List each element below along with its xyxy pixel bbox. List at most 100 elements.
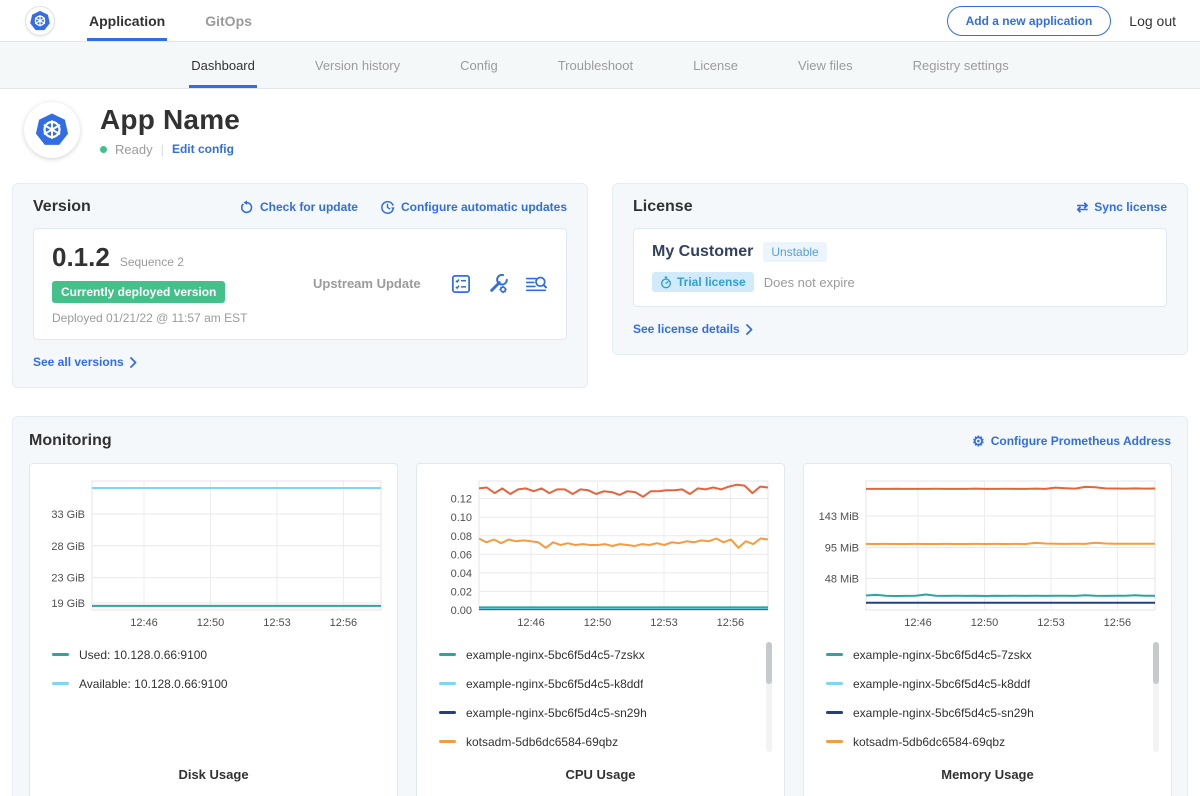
legend-scrollbar-track [1153, 642, 1159, 752]
license-type-badge: Trial license [652, 272, 754, 292]
monitoring-card: Monitoring ⚙ Configure Prometheus Addres… [12, 416, 1188, 796]
svg-text:28 GiB: 28 GiB [51, 541, 85, 553]
app-avatar [24, 102, 80, 158]
tab-config[interactable]: Config [460, 57, 498, 73]
tab-version-history[interactable]: Version history [314, 57, 401, 73]
legend-scrollbar-thumb[interactable] [1153, 642, 1159, 684]
check-for-update-link[interactable]: Check for update [239, 199, 358, 215]
svg-text:19 GiB: 19 GiB [51, 598, 85, 610]
legend-color-dash [439, 740, 456, 743]
sync-license-label: Sync license [1094, 200, 1167, 214]
svg-text:48 MiB: 48 MiB [825, 573, 859, 585]
topnav-items: Application GitOps [87, 0, 290, 41]
stopwatch-icon [660, 275, 672, 288]
memory-usage-chart: 12:46 12:50 12:53 12:56 48 MiB 95 MiB 143 MiB [819, 480, 1156, 629]
tab-dashboard[interactable]: Dashboard [189, 42, 257, 88]
legend-color-dash [439, 711, 456, 714]
top-nav: Application GitOps Add a new application … [0, 0, 1200, 42]
channel-badge: Unstable [763, 242, 827, 262]
svg-text:12:56: 12:56 [717, 617, 745, 629]
config-wrench-icon[interactable] [487, 273, 509, 295]
legend-item: example-nginx-5bc6f5d4c5-7zskx [427, 640, 774, 669]
legend-item: example-nginx-5bc6f5d4c5-sn29h [427, 698, 774, 727]
legend-scrollbar-track [766, 642, 772, 752]
legend-color-dash [826, 653, 843, 656]
view-files-diff-icon[interactable] [524, 273, 548, 295]
legend-item: kotsadm-5db6dc6584-69qbz [814, 727, 1161, 756]
configure-automatic-updates-label: Configure automatic updates [400, 200, 567, 214]
legend-item: Used: 10.128.0.66:9100 [40, 640, 387, 669]
logout-button[interactable]: Log out [1129, 12, 1176, 29]
cards-row: Version Check for update Configure au [0, 183, 1200, 388]
legend-color-dash [52, 682, 69, 685]
topnav-item-gitops[interactable]: GitOps [205, 12, 252, 29]
configure-prometheus-link[interactable]: ⚙ Configure Prometheus Address [972, 434, 1171, 448]
sync-license-link[interactable]: ⇄ Sync license [1077, 200, 1167, 214]
legend-label: example-nginx-5bc6f5d4c5-sn29h [466, 705, 647, 720]
legend-item: example-nginx-5bc6f5d4c5-7zskx [814, 640, 1161, 669]
kubernetes-app-icon [35, 113, 69, 145]
svg-text:12:50: 12:50 [971, 617, 999, 629]
tab-license[interactable]: License [693, 57, 738, 73]
svg-text:33 GiB: 33 GiB [51, 509, 85, 521]
svg-text:12:50: 12:50 [197, 617, 225, 629]
configure-automatic-updates-link[interactable]: Configure automatic updates [380, 200, 567, 215]
license-summary: My Customer Unstable Trial license Does … [633, 228, 1167, 307]
svg-text:143 MiB: 143 MiB [819, 511, 859, 523]
app-header: App Name Ready | Edit config [0, 89, 1200, 175]
tab-view-files[interactable]: View files [797, 57, 853, 73]
version-number: 0.1.2 [52, 242, 110, 272]
legend-label: Used: 10.128.0.66:9100 [79, 647, 208, 662]
legend-item: example-nginx-5bc6f5d4c5-sn29h [814, 698, 1161, 727]
monitoring-title: Monitoring [29, 432, 112, 449]
svg-text:23 GiB: 23 GiB [51, 573, 85, 585]
svg-text:0.02: 0.02 [451, 586, 472, 598]
legend-label: Available: 10.128.0.66:9100 [79, 676, 228, 691]
chart-title: Disk Usage [178, 767, 249, 782]
legend-color-dash [826, 740, 843, 743]
check-for-update-label: Check for update [259, 200, 358, 214]
chart-panel-memory: 12:46 12:50 12:53 12:56 48 MiB 95 MiB 143 MiB … [803, 463, 1172, 796]
legend-label: example-nginx-5bc6f5d4c5-7zskx [853, 647, 1032, 662]
deployed-timestamp: Deployed 01/21/22 @ 11:57 am EST [52, 311, 248, 325]
cpu-usage-legend: example-nginx-5bc6f5d4c5-7zskx example-ng… [427, 640, 774, 756]
legend-color-dash [826, 682, 843, 685]
license-card-title: License [633, 198, 693, 215]
legend-color-dash [439, 653, 456, 656]
preflight-checks-icon[interactable] [450, 273, 472, 295]
svg-text:12:53: 12:53 [650, 617, 678, 629]
disk-usage-chart: 12:46 12:50 12:53 12:56 19 GiB 23 GiB 28 GiB 33… [51, 480, 382, 629]
page-title: App Name [100, 103, 241, 135]
see-all-versions-link[interactable]: See all versions [33, 355, 137, 369]
svg-text:12:50: 12:50 [584, 617, 612, 629]
kubernetes-logo [25, 5, 55, 36]
legend-color-dash [439, 682, 456, 685]
legend-item: example-nginx-5bc6f5d4c5-k8ddf [427, 669, 774, 698]
legend-label: kotsadm-5db6dc6584-69qbz [853, 734, 1006, 749]
chart-title: CPU Usage [565, 767, 636, 782]
configure-prometheus-label: Configure Prometheus Address [990, 434, 1171, 448]
add-new-application-button[interactable]: Add a new application [946, 5, 1112, 36]
see-license-details-link[interactable]: See license details [633, 322, 753, 336]
svg-text:0.04: 0.04 [451, 568, 472, 580]
svg-text:0.10: 0.10 [451, 512, 472, 524]
tab-troubleshoot[interactable]: Troubleshoot [557, 57, 634, 73]
svg-text:12:53: 12:53 [1037, 617, 1065, 629]
legend-color-dash [826, 711, 843, 714]
version-card: Version Check for update Configure au [12, 183, 588, 388]
currently-deployed-badge: Currently deployed version [52, 281, 226, 303]
edit-config-link[interactable]: Edit config [171, 142, 234, 156]
charts-row: 12:46 12:50 12:53 12:56 19 GiB 23 GiB 28 GiB 33… [29, 463, 1172, 796]
customer-name: My Customer [652, 243, 754, 260]
chevron-right-icon [129, 356, 137, 368]
license-type-label: Trial license [677, 275, 746, 289]
chart-title: Memory Usage [941, 767, 1034, 782]
svg-text:12:46: 12:46 [517, 617, 545, 629]
legend-label: example-nginx-5bc6f5d4c5-k8ddf [853, 676, 1031, 691]
svg-text:12:46: 12:46 [130, 617, 158, 629]
svg-text:0.06: 0.06 [451, 549, 472, 561]
legend-scrollbar-thumb[interactable] [766, 642, 772, 684]
tab-registry-settings[interactable]: Registry settings [912, 57, 1009, 73]
topnav-item-application[interactable]: Application [87, 0, 168, 41]
update-type-label: Upstream Update [313, 276, 421, 291]
